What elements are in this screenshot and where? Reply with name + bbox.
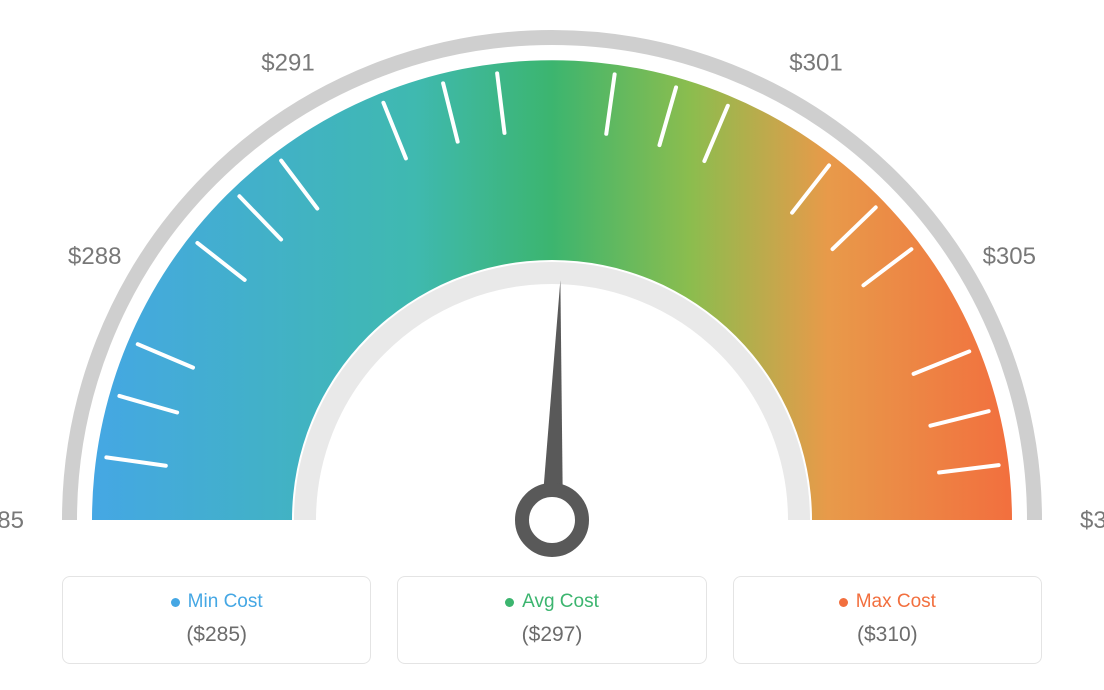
svg-text:$297: $297 bbox=[525, 0, 578, 2]
svg-text:$285: $285 bbox=[0, 507, 24, 534]
legend-value-avg: ($297) bbox=[408, 623, 695, 647]
svg-text:$301: $301 bbox=[789, 50, 842, 77]
svg-text:$305: $305 bbox=[983, 243, 1036, 270]
legend-dot-avg bbox=[505, 598, 514, 607]
legend-card-avg: Avg Cost ($297) bbox=[397, 576, 706, 664]
legend-value-min: ($285) bbox=[73, 623, 360, 647]
legend-card-max: Max Cost ($310) bbox=[733, 576, 1042, 664]
svg-text:$288: $288 bbox=[68, 243, 121, 270]
legend-title-avg: Avg Cost bbox=[522, 591, 599, 613]
gauge-svg: $285 $288 $291 $297 $301 $305 $310 bbox=[0, 0, 1104, 560]
legend-title-min: Min Cost bbox=[188, 591, 263, 613]
legend-value-max: ($310) bbox=[744, 623, 1031, 647]
svg-text:$310: $310 bbox=[1080, 507, 1104, 534]
legend-dot-min bbox=[171, 598, 180, 607]
legend-dot-max bbox=[839, 598, 848, 607]
cost-gauge: $285 $288 $291 $297 $301 $305 $310 bbox=[0, 0, 1104, 560]
legend-title-max: Max Cost bbox=[856, 591, 936, 613]
svg-text:$291: $291 bbox=[261, 50, 314, 77]
legend-card-min: Min Cost ($285) bbox=[62, 576, 371, 664]
legend-row: Min Cost ($285) Avg Cost ($297) Max Cost… bbox=[0, 576, 1104, 664]
